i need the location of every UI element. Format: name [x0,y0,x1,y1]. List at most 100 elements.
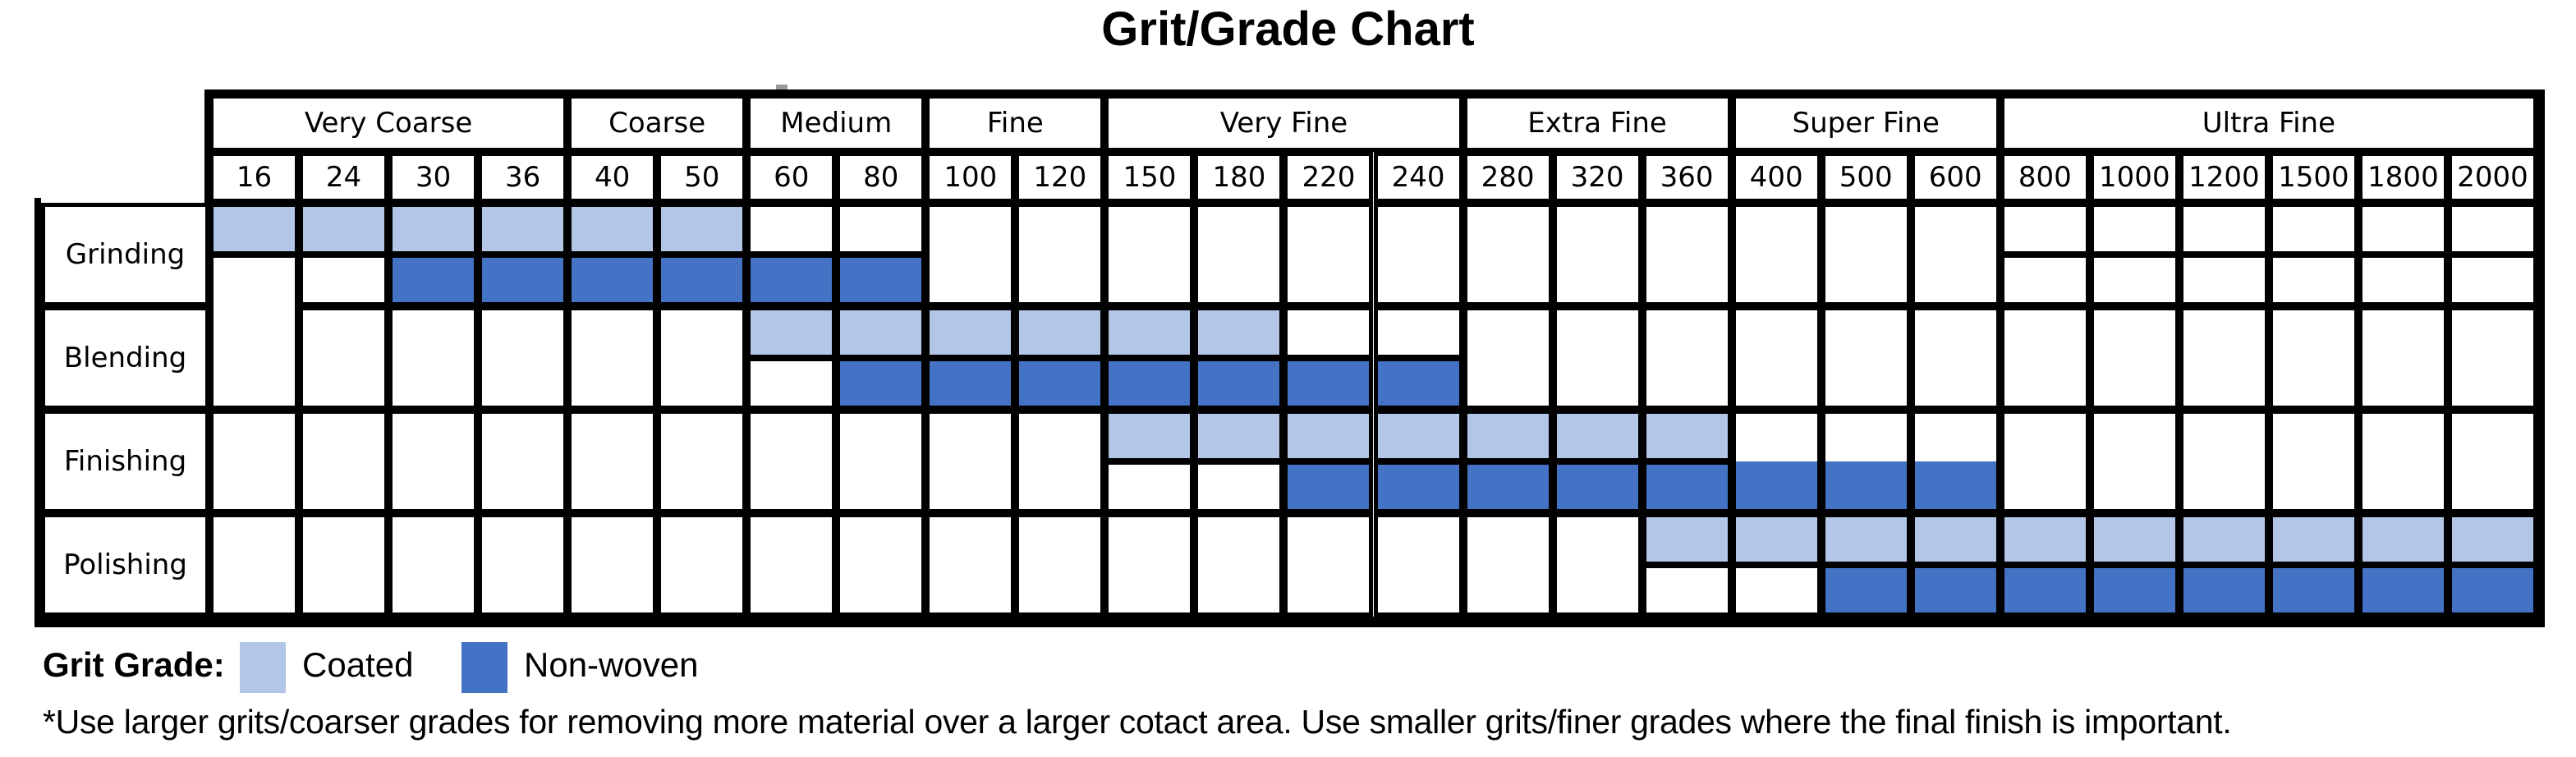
cell-blending-non-woven-1000 [2089,358,2179,410]
cell-finishing-coated-280 [1462,410,1553,461]
cell-blending-coated-180 [1194,306,1284,358]
cell-polishing-non-woven-400 [1731,565,1821,617]
cell-finishing-coated-240 [1373,410,1463,461]
cell-polishing-coated-150 [1104,513,1195,565]
cell-finishing-coated-120 [1015,410,1105,461]
grit-header-1800: 1800 [2358,152,2448,203]
cell-polishing-non-woven-1200 [2179,565,2269,617]
cell-grinding-non-woven-1500 [2268,255,2358,306]
scan-artifact-dash [776,85,787,89]
grit-header-400: 400 [1731,152,1821,203]
cell-finishing-non-woven-800 [2000,461,2090,513]
cell-polishing-non-woven-360 [1642,565,1732,617]
cell-blending-non-woven-2000 [2447,358,2537,410]
cell-finishing-coated-500 [1821,410,1911,461]
row-label-grinding: Grinding [41,203,209,306]
cell-polishing-coated-240 [1373,513,1463,565]
grit-header-16: 16 [209,152,300,203]
cell-grinding-coated-24 [299,203,389,255]
grit-header-50: 50 [657,152,747,203]
cell-grinding-coated-1800 [2358,203,2448,255]
grit-header-280: 280 [1462,152,1553,203]
cell-polishing-coated-360 [1642,513,1732,565]
cell-finishing-non-woven-320 [1552,461,1642,513]
cell-grinding-non-woven-80 [836,255,926,306]
cell-grinding-non-woven-360 [1642,255,1732,306]
cell-grinding-coated-1000 [2089,203,2179,255]
grit-header-24: 24 [299,152,389,203]
cell-grinding-coated-500 [1821,203,1911,255]
cell-polishing-non-woven-500 [1821,565,1911,617]
legend-label-non-woven: Non-woven [524,645,699,684]
cell-blending-coated-400 [1731,306,1821,358]
cell-blending-coated-30 [388,306,479,358]
category-header-coarse: Coarse [567,94,747,152]
cell-finishing-non-woven-600 [1910,461,2000,513]
cell-blending-non-woven-24 [299,358,389,410]
cell-blending-coated-2000 [2447,306,2537,358]
cell-grinding-non-woven-100 [925,255,1016,306]
row-label-polishing: Polishing [41,513,209,617]
cell-finishing-coated-24 [299,410,389,461]
cell-blending-coated-60 [746,306,837,358]
cell-grinding-coated-50 [657,203,747,255]
cell-polishing-non-woven-100 [925,565,1016,617]
grit-header-1000: 1000 [2089,152,2179,203]
cell-blending-coated-36 [478,306,568,358]
cell-blending-coated-1800 [2358,306,2448,358]
cell-finishing-non-woven-1000 [2089,461,2179,513]
cell-blending-coated-16 [209,306,300,358]
cell-blending-coated-80 [836,306,926,358]
cell-finishing-non-woven-1500 [2268,461,2358,513]
cell-blending-coated-320 [1552,306,1642,358]
cell-grinding-coated-60 [746,203,837,255]
cell-polishing-coated-1200 [2179,513,2269,565]
table-outer-border-right [2537,89,2545,622]
cell-blending-coated-280 [1462,306,1553,358]
cell-polishing-non-woven-16 [209,565,300,617]
cell-blending-non-woven-320 [1552,358,1642,410]
cell-finishing-non-woven-36 [478,461,568,513]
cell-finishing-non-woven-120 [1015,461,1105,513]
cell-finishing-coated-1800 [2358,410,2448,461]
category-header-very-coarse: Very Coarse [209,94,568,152]
cell-finishing-non-woven-240 [1373,461,1463,513]
cell-finishing-coated-180 [1194,410,1284,461]
cell-polishing-non-woven-60 [746,565,837,617]
cell-grinding-coated-16 [209,203,300,255]
cell-grinding-coated-1200 [2179,203,2269,255]
grit-header-1200: 1200 [2179,152,2269,203]
cell-blending-coated-50 [657,306,747,358]
cell-polishing-coated-50 [657,513,747,565]
cell-blending-non-woven-30 [388,358,479,410]
cell-finishing-non-woven-100 [925,461,1016,513]
cell-grinding-coated-800 [2000,203,2090,255]
cell-polishing-coated-100 [925,513,1016,565]
cell-polishing-non-woven-1000 [2089,565,2179,617]
cell-finishing-coated-320 [1552,410,1642,461]
cell-grinding-non-woven-150 [1104,255,1195,306]
cell-blending-non-woven-36 [478,358,568,410]
cell-polishing-non-woven-1800 [2358,565,2448,617]
category-header-super-fine: Super Fine [1731,94,2000,152]
cell-grinding-non-woven-600 [1910,255,2000,306]
cell-grinding-non-woven-220 [1283,255,1374,306]
cell-grinding-coated-100 [925,203,1016,255]
row-label-finishing: Finishing [41,410,209,513]
cell-blending-coated-1500 [2268,306,2358,358]
cell-polishing-coated-220 [1283,513,1374,565]
legend-swatch-coated [240,642,286,693]
cell-grinding-non-woven-400 [1731,255,1821,306]
cell-finishing-coated-30 [388,410,479,461]
cell-blending-non-woven-16 [209,358,300,410]
cell-blending-non-woven-280 [1462,358,1553,410]
cell-grinding-non-woven-1800 [2358,255,2448,306]
table-outer-border-left [34,198,41,622]
cell-polishing-non-woven-1500 [2268,565,2358,617]
cell-blending-non-woven-120 [1015,358,1105,410]
cell-polishing-coated-500 [1821,513,1911,565]
cell-polishing-non-woven-600 [1910,565,2000,617]
cell-finishing-coated-150 [1104,410,1195,461]
cell-finishing-coated-1000 [2089,410,2179,461]
cell-blending-coated-500 [1821,306,1911,358]
